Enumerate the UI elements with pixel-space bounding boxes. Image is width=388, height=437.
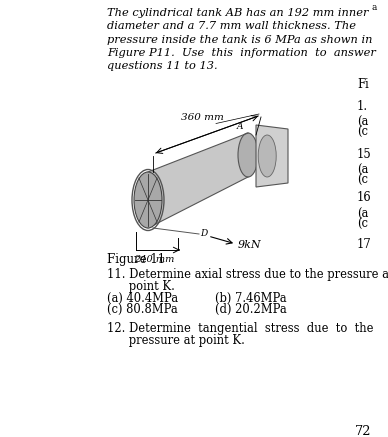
Text: 1.: 1.: [357, 100, 368, 113]
Text: (a: (a: [357, 208, 368, 221]
Text: 72: 72: [355, 425, 371, 437]
Text: a: a: [372, 3, 378, 12]
Text: (a: (a: [357, 164, 368, 177]
Text: 16: 16: [357, 191, 372, 204]
Text: 15: 15: [357, 148, 372, 161]
Text: (b) 7.46MPa: (b) 7.46MPa: [215, 292, 287, 305]
Text: 9kN: 9kN: [238, 240, 262, 250]
Ellipse shape: [134, 172, 162, 228]
Polygon shape: [256, 125, 288, 187]
Text: D: D: [200, 229, 207, 237]
Text: The cylindrical tank AB has an 192 mm inner
diameter and a 7.7 mm wall thickness: The cylindrical tank AB has an 192 mm in…: [107, 8, 376, 71]
Text: (c: (c: [357, 126, 368, 139]
Text: pressure at point K.: pressure at point K.: [107, 334, 245, 347]
Text: (c: (c: [357, 218, 368, 231]
Text: 11. Determine axial stress due to the pressure at: 11. Determine axial stress due to the pr…: [107, 268, 388, 281]
Text: 240 mm: 240 mm: [134, 255, 174, 264]
Text: Fi: Fi: [357, 78, 369, 91]
Text: (c: (c: [357, 174, 368, 187]
Text: (a) 40.4MPa: (a) 40.4MPa: [107, 292, 178, 305]
Text: Figure 11: Figure 11: [107, 253, 165, 266]
Text: (a: (a: [357, 116, 368, 129]
Ellipse shape: [258, 135, 276, 177]
Text: point K.: point K.: [107, 280, 175, 293]
Polygon shape: [148, 133, 248, 228]
Text: (c) 80.8MPa: (c) 80.8MPa: [107, 303, 178, 316]
Text: (d) 20.2MPa: (d) 20.2MPa: [215, 303, 287, 316]
Text: 12. Determine  tangential  stress  due  to  the: 12. Determine tangential stress due to t…: [107, 322, 374, 335]
Ellipse shape: [238, 133, 258, 177]
Text: 360 mm: 360 mm: [180, 114, 223, 122]
Text: 17: 17: [357, 238, 372, 251]
Text: A: A: [237, 122, 243, 131]
